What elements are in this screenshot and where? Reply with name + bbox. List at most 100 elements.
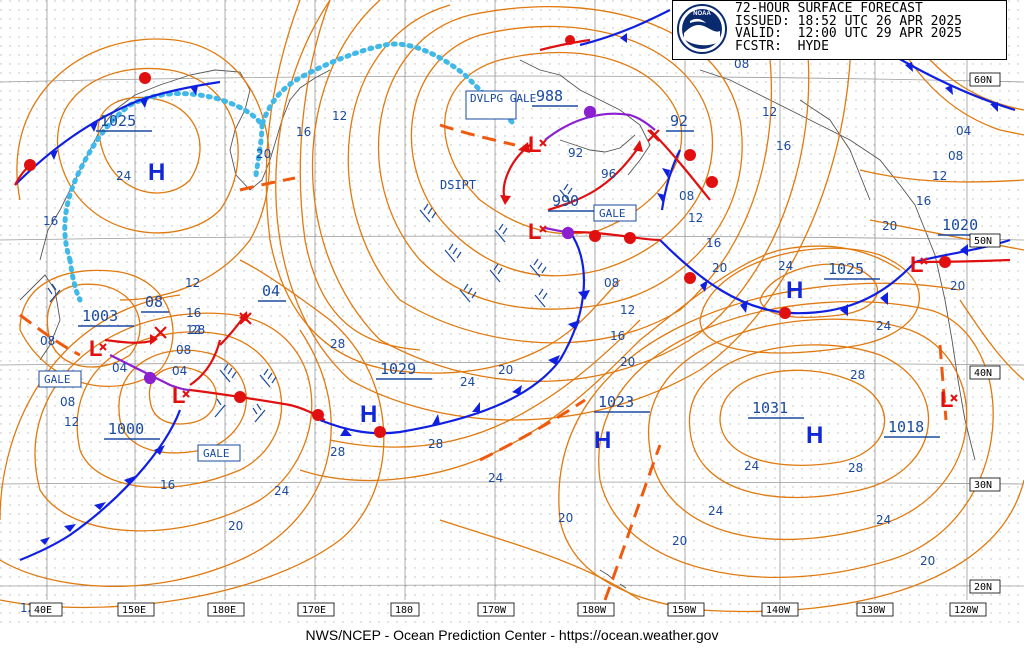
forecast-header-text: 72-HOUR SURFACE FORECAST ISSUED: 18:52 UT…	[735, 1, 962, 53]
center-x-marks	[99, 139, 958, 402]
map-label-21: 20	[498, 363, 513, 377]
map-label-58: 180	[395, 605, 413, 616]
map-label-56: 180E	[212, 605, 236, 616]
map-label-3: 20	[256, 147, 271, 161]
map-label-10: 12	[185, 276, 200, 290]
forecast-value-3: 92	[670, 112, 688, 130]
map-label-62: 140W	[766, 605, 791, 616]
map-label-32: 28	[850, 368, 865, 382]
high-symbol-2: H	[360, 401, 377, 428]
map-label-14: 24	[274, 484, 289, 498]
map-label-46: 16	[916, 194, 931, 208]
map-label-38: 08	[948, 149, 963, 163]
map-label-50: 20	[620, 355, 635, 369]
map-label-8: 12	[64, 415, 79, 429]
map-label-37: 12	[762, 105, 777, 119]
dsipt-label: DSIPT	[440, 178, 476, 192]
map-label-31: 24	[778, 259, 793, 273]
map-label-34: 24	[708, 504, 723, 518]
surface-forecast-chart: H H H H H L L L L L L 1025 1029 1023 103…	[0, 0, 1024, 626]
pressure-low-4: 1000	[108, 420, 144, 438]
map-label-24: 08	[604, 276, 619, 290]
map-label-59: 170W	[482, 605, 507, 616]
low-symbol-6: L	[940, 387, 953, 412]
map-label-35: 20	[672, 534, 687, 548]
map-label-22: 16	[160, 478, 175, 492]
map-label-36: 16	[776, 139, 791, 153]
map-label-67: 40N	[974, 368, 992, 379]
map-label-57: 170E	[302, 605, 326, 616]
map-label-65: 60N	[974, 75, 992, 86]
noaa-logo: NOAA	[677, 4, 727, 54]
troughs	[19, 123, 948, 601]
map-label-25: 92	[568, 146, 583, 160]
map-label-5: 08	[176, 343, 191, 357]
pressure-high-2: 1029	[380, 360, 416, 378]
isobars	[0, 0, 1024, 613]
latitude-labels: 60N 50N 40N 30N 20N	[969, 72, 1001, 594]
map-label-28: 12	[688, 211, 703, 225]
forecast-position-markers	[154, 129, 660, 339]
map-label-29: 16	[706, 236, 721, 250]
forecast-info-box	[672, 0, 1007, 60]
map-label-30: 20	[712, 261, 727, 275]
map-label-7: 08	[60, 395, 75, 409]
warning-boxes: DVLPG GALE GALE GALE GALE DSIPT	[38, 90, 637, 462]
header-line-2: ISSUED: 18:52 UTC 26 APR 2025	[735, 13, 962, 29]
pressure-high-5: 1025	[828, 260, 864, 278]
warning-gale-3: GALE	[203, 447, 230, 460]
map-label-45: 20	[882, 219, 897, 233]
storm-track-arrows	[150, 140, 643, 345]
high-symbol-1: H	[148, 159, 165, 186]
map-label-41: 28	[848, 461, 863, 475]
map-label-42: 24	[876, 513, 891, 527]
forecast-value-2: 04	[262, 282, 280, 300]
longitude-labels: 40E 150E 180E 170E 180 170W 180W 150W 14…	[29, 602, 987, 617]
pressure-low-3: 1003	[82, 307, 118, 325]
map-label-11: 08	[40, 334, 55, 348]
map-label-68: 30N	[974, 480, 992, 491]
high-symbol-5: H	[786, 277, 803, 304]
map-label-15: 28	[330, 337, 345, 351]
map-label-23: 12	[186, 323, 201, 337]
header-line-3: VALID: 12:00 UTC 29 APR 2025	[735, 26, 962, 41]
isobar-labels: 24 16 12 20 16 08 04 08 12 16 12 08 04 2…	[20, 57, 971, 615]
wind-barbs	[47, 183, 573, 423]
map-label-63: 130W	[861, 605, 886, 616]
pressure-low-5: 1020	[942, 216, 978, 234]
map-label-18: 24	[460, 375, 475, 389]
warning-gale-1: GALE	[599, 207, 626, 220]
high-symbol-4: H	[806, 422, 823, 449]
map-label-6: 04	[112, 361, 127, 375]
map-label-4: 16	[296, 125, 311, 139]
map-label-40: 24	[876, 319, 891, 333]
map-label-9: 16	[186, 306, 201, 320]
pressure-labels: 1025 1029 1023 1031 1025 1018 988 990 10…	[82, 87, 978, 438]
map-label-20: 28	[190, 323, 205, 337]
pressure-high-6: 1018	[888, 418, 924, 436]
map-label-53: 08	[734, 57, 749, 71]
pressure-low-2: 990	[552, 192, 579, 210]
header-line-1: 72-HOUR SURFACE FORECAST	[735, 1, 923, 16]
map-label-64: 120W	[954, 605, 979, 616]
map-label-1: 16	[43, 214, 58, 228]
map-label-33: 20	[558, 511, 573, 525]
map-label-61: 150W	[672, 605, 697, 616]
low-symbol-2: L	[528, 219, 541, 244]
warning-gale-2: GALE	[44, 373, 71, 386]
map-label-16: 28	[330, 445, 345, 459]
map-label-19: 24	[488, 471, 503, 485]
low-symbol-5: L	[910, 252, 923, 277]
map-label-13: 20	[228, 519, 243, 533]
warning-dvlpg: DVLPG GALE	[470, 92, 536, 105]
map-label-2: 12	[332, 109, 347, 123]
high-symbol-3: H	[594, 427, 611, 454]
map-label-54: 40E	[34, 605, 52, 616]
map-label-55: 150E	[122, 605, 146, 616]
pressure-high-1: 1025	[100, 112, 136, 130]
map-label-52: 20	[950, 279, 965, 293]
low-symbol-1: L	[528, 132, 541, 157]
warm-front-bumps	[24, 35, 951, 438]
pressure-high-4: 1031	[752, 399, 788, 417]
map-label-43: 20	[920, 554, 935, 568]
